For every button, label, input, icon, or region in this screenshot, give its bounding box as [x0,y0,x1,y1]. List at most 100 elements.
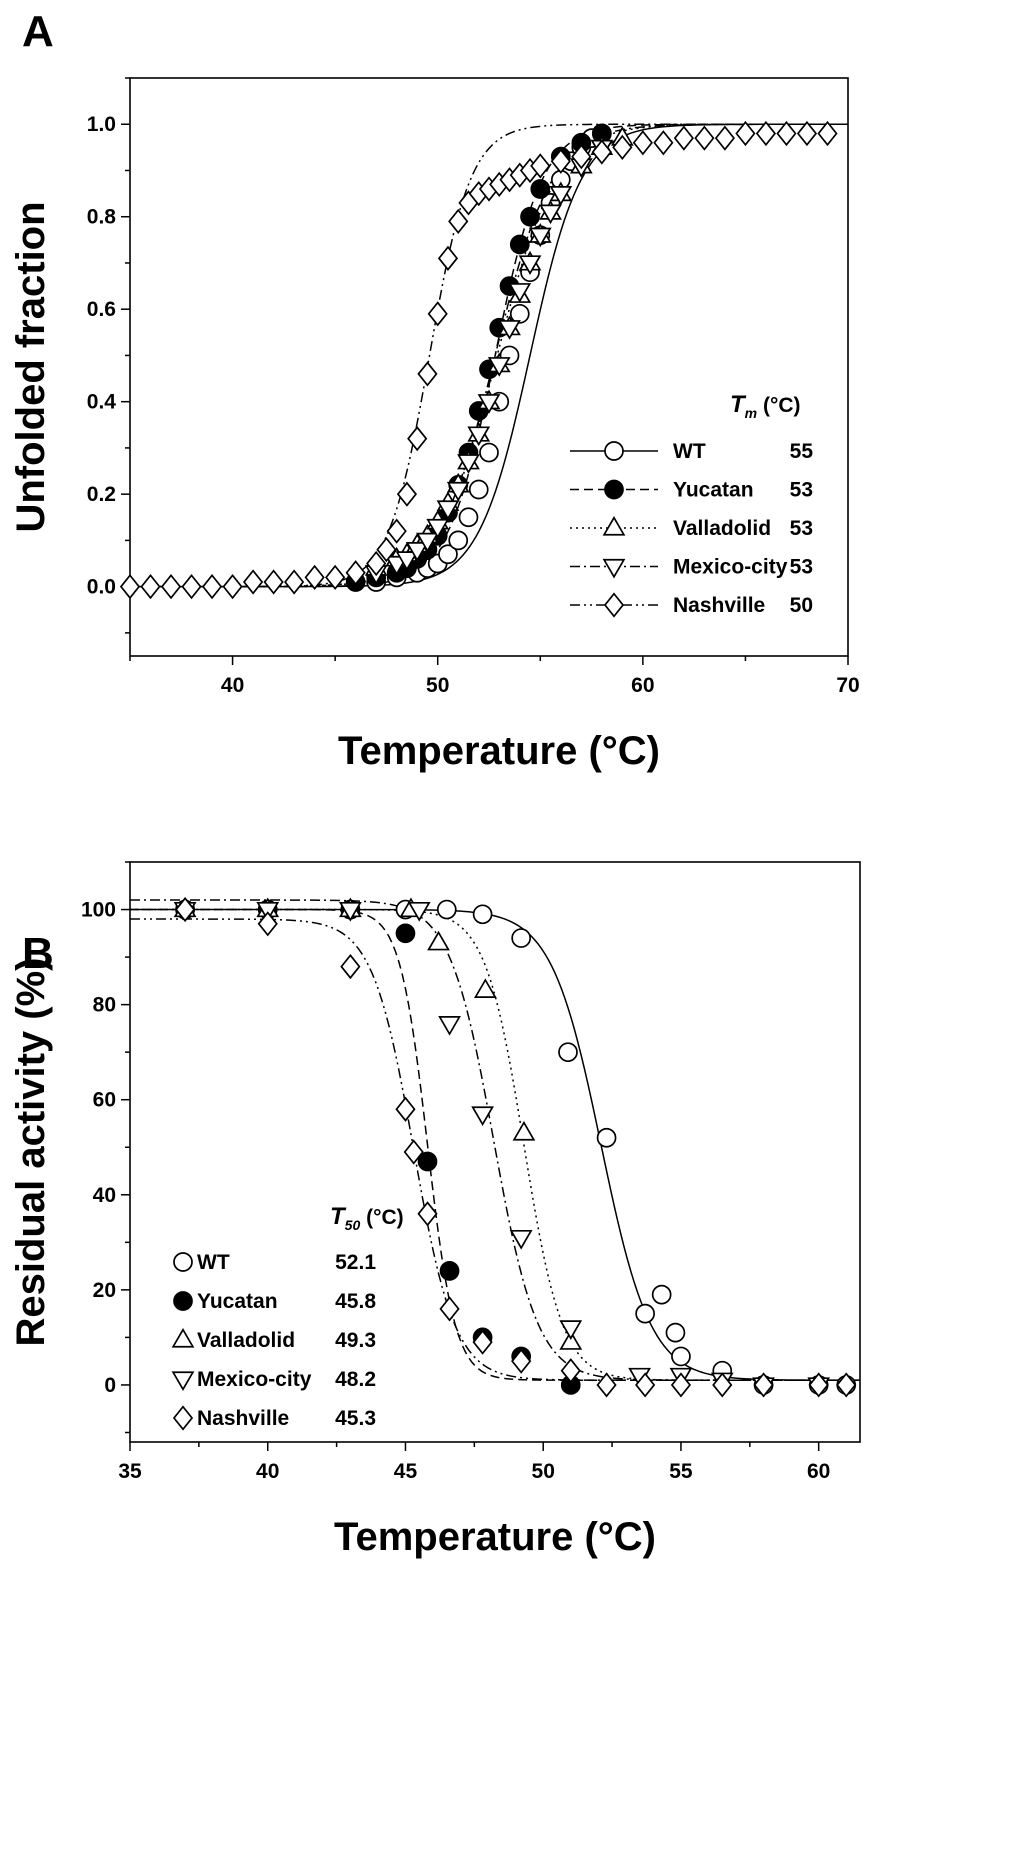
panel-b-legend-value: 49.3 [335,1329,376,1352]
panel-a-legend-name: Mexico-city [673,556,788,579]
panel-a-point-mexico-city [477,394,501,414]
panel-a-point-wt [438,544,458,565]
panel-b-x-tick-label: 40 [256,1460,279,1483]
panel-b-x-tick-label: 60 [807,1460,830,1483]
panel-a-legend-name: WT [673,440,706,463]
panel-a-point-nashville [222,574,243,600]
panel-a-point-nashville [396,481,418,507]
panel-b-point-wt [558,1042,578,1063]
panel-a-point-nashville [427,301,448,327]
panel-b-legend: T50 (°C) WT 52.1 Yucatan 45.8 Valladolid 49.3 M… [171,1203,404,1431]
panel-b-point-mexico-city [407,901,431,922]
panel-b-point-nashville [635,1372,656,1398]
panel-a-point-nashville [612,134,633,160]
panel-b-point-wt [472,904,493,925]
panel-b-legend-marker [171,1327,195,1348]
panel-b-point-wt [671,1346,691,1367]
panel-b-legend-marker [173,1291,193,1311]
panel-a-point-mexico-city [395,551,419,571]
panel-b-point-nashville [439,1296,460,1322]
panel-b-legend-value: 45.8 [335,1290,376,1313]
panel-a-point-nashville [366,550,387,577]
panel-b-point-nashville [670,1372,692,1398]
panel-a-y-tick-label: 0.6 [87,298,116,321]
panel-b-point-valladolid [512,1120,536,1141]
panel-a-point-nashville [242,569,264,595]
panel-b-point-mexico-city [559,1320,583,1340]
panel-a-points [119,120,838,600]
panel-a-point-nashville [448,208,469,234]
panel-b-point-wt [635,1303,655,1324]
panel-b-legend-name: Yucatan [197,1290,278,1313]
panel-a-legend-header: Tm (°C) [730,391,801,421]
panel-b-point-nashville [472,1329,493,1355]
panel-a-point-mexico-city [405,542,429,562]
panel-a-point-nashville [119,574,141,600]
panel-a-point-mexico-city [467,426,491,447]
panel-b-x-tick-label: 45 [394,1460,418,1483]
panel-b-point-valladolid [559,1330,583,1350]
panel-a-point-yucatan [509,234,530,255]
panel-b-legend-name: Mexico-city [197,1368,312,1391]
panel-a-point-mexico-city [508,283,532,303]
panel-b-point-nashville [257,911,278,937]
panel-a-point-nashville [376,537,397,563]
panel-b-point-wt [436,899,457,920]
panel-a-point-mexico-city [539,204,562,225]
panel-a-x-tick-label: 50 [426,674,449,697]
panel-a-point-nashville [694,125,715,151]
panel-b-point-nashville [417,1201,438,1227]
panel-a-point-nashville [181,574,202,600]
panel-b-y-tick-label: 0 [104,1374,116,1397]
panel-a-x-axis-title: Temperature (°C) [338,729,660,773]
panel-b-point-wt [651,1284,672,1305]
panel-a-point-nashville [776,120,797,147]
panel-a-legend-item: Nashville 50 [570,592,813,618]
panel-a-point-wt [479,442,499,463]
panel-a-point-nashville [550,148,571,174]
panel-b-point-nashville [596,1372,617,1398]
panel-b-point-mexico-city [438,1016,461,1036]
panel-b-y-tick-label: 80 [93,994,116,1017]
panel-a-point-yucatan [520,206,540,227]
panel-b-plot-frame [129,861,861,1443]
panel-b-legend-item: Yucatan 45.8 [173,1290,376,1313]
panel-b-point-valladolid [473,978,497,998]
panel-a-point-yucatan [530,179,551,199]
panel-b-point-yucatan [439,1261,460,1281]
panel-b-legend-name: Nashville [197,1407,289,1430]
panel-a-point-nashville [284,569,305,595]
panel-b-y-tick-label: 40 [93,1184,116,1207]
panel-a-point-mexico-city [457,454,480,474]
panel-a-point-nashville [407,426,428,452]
panel-b-point-yucatan [417,1151,438,1172]
panel-a-point-mexico-city [487,357,511,377]
panel-a-point-nashville [632,130,653,156]
panel-a-curve-valladolid [130,123,848,588]
panel-b-point-mexico-city [509,1229,533,1250]
panel-a-point-nashville [304,564,325,591]
panel-a-point-nashville [160,574,182,600]
panel-b-point-wt [596,1127,617,1148]
panel-b-y-tick-label: 60 [93,1089,116,1112]
panel-b-point-nashville [175,896,196,923]
panel-a-point-nashville [345,560,366,586]
panel-a-legend-name: Nashville [673,594,765,617]
panel-a-legend-item: Valladolid 53 [570,515,813,540]
panel-b-point-wt [665,1322,686,1343]
panel-a-point-mexico-city [549,186,573,206]
panel-a-point-nashville [591,139,612,165]
panel-b-legend-item: WT 52.1 [173,1251,376,1274]
panel-a-point-mexico-city [446,481,470,502]
panel-b-legend-name: WT [197,1251,230,1274]
panel-a-point-nashville [530,153,551,179]
panel-b-legend-name: Valladolid [197,1329,295,1352]
panel-a-point-nashville [325,564,346,591]
panel-a-x-tick-label: 40 [221,674,244,697]
panel-b-point-nashville [511,1348,532,1374]
panel-a-y-tick-label: 0.2 [87,483,116,506]
panel-b-point-yucatan [395,923,416,944]
panel-b-curve-mexico-city [130,899,860,1381]
